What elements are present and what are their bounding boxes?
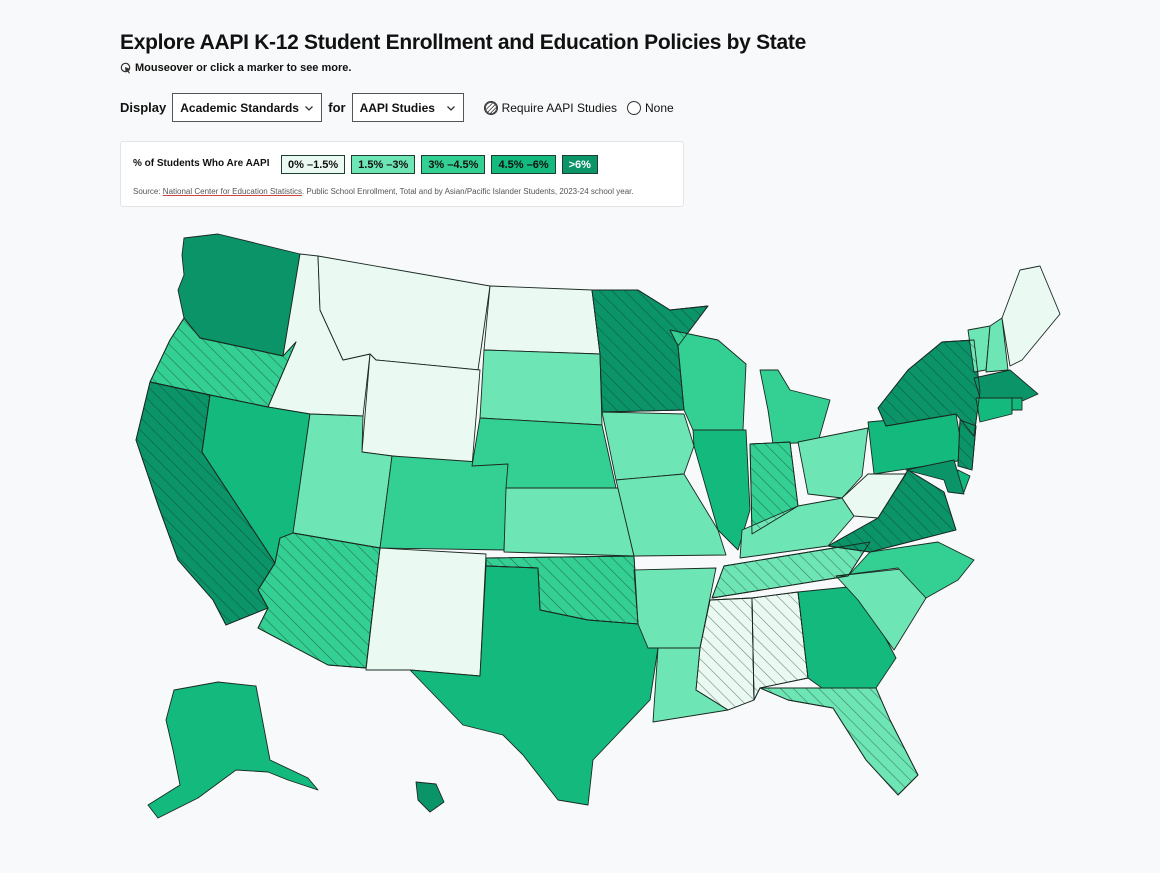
state-ri[interactable] bbox=[1011, 397, 1023, 411]
state-nd[interactable] bbox=[483, 285, 601, 355]
cursor-click-icon bbox=[120, 62, 131, 74]
state-sd[interactable] bbox=[479, 349, 603, 426]
legend-bin-3[interactable]: 4.5% –6% bbox=[491, 155, 556, 174]
state-me[interactable] bbox=[1001, 265, 1061, 367]
state-fl[interactable] bbox=[759, 687, 919, 796]
topic-select-value: AAPI Studies bbox=[359, 100, 435, 115]
topic-select[interactable]: AAPI Studies bbox=[351, 93, 464, 122]
for-label: for bbox=[328, 100, 346, 115]
us-map bbox=[135, 233, 1061, 819]
controls-row: Display Academic Standards for AAPI Stud… bbox=[120, 93, 674, 122]
legend-bin-1[interactable]: 1.5% –3% bbox=[351, 155, 416, 174]
hint-text-row: Mouseover or click a marker to see more. bbox=[120, 62, 351, 74]
state-hi[interactable] bbox=[415, 781, 445, 813]
page-title: Explore AAPI K-12 Student Enrollment and… bbox=[120, 31, 806, 54]
require-aapi-option[interactable]: Require AAPI Studies bbox=[483, 100, 617, 115]
display-label: Display bbox=[120, 100, 167, 115]
legend-panel: % of Students Who Are AAPI 0% –1.5% 1.5%… bbox=[120, 141, 684, 207]
require-aapi-label: Require AAPI Studies bbox=[501, 100, 617, 115]
state-mt[interactable] bbox=[317, 255, 491, 371]
chevron-down-icon bbox=[446, 105, 455, 111]
none-label: None bbox=[645, 100, 674, 115]
state-ct[interactable] bbox=[975, 397, 1013, 423]
empty-circle-icon bbox=[627, 100, 641, 115]
state-ma[interactable] bbox=[973, 369, 1039, 403]
legend-bin-0[interactable]: 0% –1.5% bbox=[281, 155, 346, 174]
state-wy[interactable] bbox=[361, 353, 481, 467]
display-select-value: Academic Standards bbox=[180, 100, 299, 115]
display-select[interactable]: Academic Standards bbox=[172, 93, 323, 122]
state-ks[interactable] bbox=[503, 487, 635, 557]
source-rest: . Public School Enrollment, Total and by… bbox=[301, 187, 634, 196]
legend-bin-4[interactable]: >6% bbox=[561, 155, 598, 174]
hatched-circle-icon bbox=[483, 100, 498, 115]
state-mi[interactable] bbox=[759, 369, 831, 445]
source-link[interactable]: National Center for Education Statistics bbox=[162, 187, 302, 196]
state-ia[interactable] bbox=[601, 411, 695, 481]
state-co[interactable] bbox=[379, 455, 509, 551]
state-ak[interactable] bbox=[147, 681, 319, 819]
legend-bin-2[interactable]: 3% –4.5% bbox=[421, 155, 486, 174]
chevron-down-icon bbox=[305, 105, 314, 111]
state-nm[interactable] bbox=[365, 547, 487, 677]
state-shapes bbox=[135, 233, 1061, 819]
state-nj[interactable] bbox=[957, 419, 977, 471]
legend-swatches: 0% –1.5% 1.5% –3% 3% –4.5% 4.5% –6% >6% bbox=[281, 155, 598, 174]
legend-label: % of Students Who Are AAPI bbox=[133, 158, 270, 169]
hint-text: Mouseover or click a marker to see more. bbox=[135, 62, 352, 74]
source-prefix: Source: bbox=[133, 187, 163, 196]
none-option[interactable]: None bbox=[627, 100, 674, 115]
source-note: Source: National Center for Education St… bbox=[133, 187, 634, 196]
